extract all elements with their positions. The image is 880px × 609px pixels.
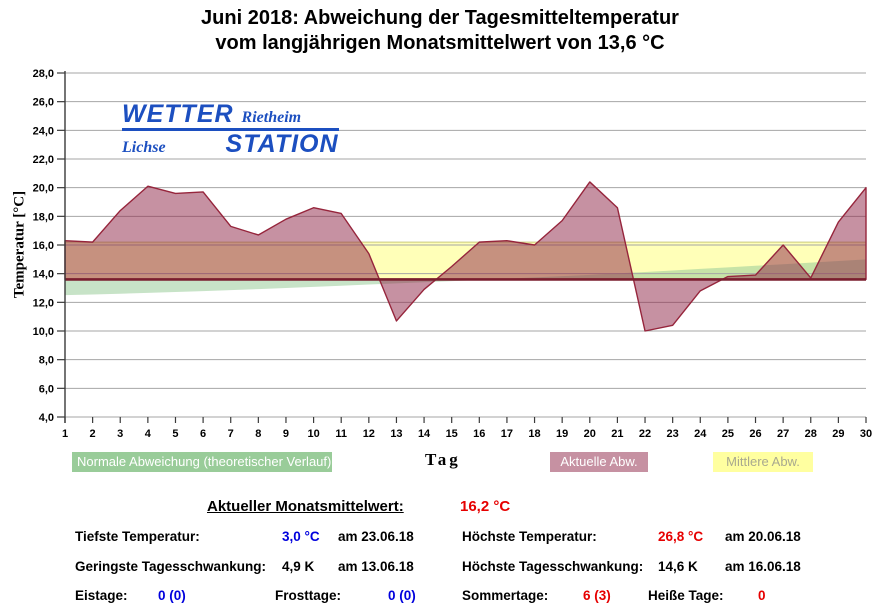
hot-days-value: 0	[758, 588, 766, 603]
smallest-range-date: am 13.06.18	[338, 559, 414, 574]
y-tick-label: 14,0	[33, 269, 54, 281]
actual-deviation-area	[64, 181, 867, 332]
y-axis-title: Temperatur [°C]	[11, 190, 28, 299]
x-tick-label: 29	[832, 428, 844, 440]
x-tick-label: 1	[62, 428, 68, 440]
lowest-temp-date: am 23.06.18	[338, 529, 414, 544]
y-tick-label: 12,0	[33, 297, 54, 309]
x-tick-label: 6	[200, 428, 206, 440]
largest-range-value: 14,6 K	[658, 559, 698, 574]
x-axis-title: Tag	[425, 450, 461, 469]
y-tick-label: 18,0	[33, 211, 54, 223]
x-tick-label: 8	[255, 428, 261, 440]
logo-word-wetter: WETTER	[122, 100, 234, 128]
lowest-temp-value: 3,0 °C	[282, 529, 320, 544]
title-line-2: vom langjährigen Monatsmittelwert von 13…	[215, 32, 665, 54]
x-tick-label: 5	[172, 428, 178, 440]
y-tick-label: 22,0	[33, 154, 54, 166]
x-tick-label: 12	[363, 428, 375, 440]
temperature-deviation-chart: 28,026,024,022,020,018,016,014,012,010,0…	[33, 68, 873, 440]
ice-days-label: Eistage:	[75, 588, 128, 603]
x-tick-label: 26	[749, 428, 761, 440]
x-tick-label: 17	[501, 428, 513, 440]
largest-range-date: am 16.06.18	[725, 559, 801, 574]
frost-days-label: Frosttage:	[275, 588, 342, 603]
summer-days-value: 6 (3)	[583, 588, 611, 603]
x-tick-label: 16	[473, 428, 485, 440]
x-tick-label: 18	[528, 428, 540, 440]
x-tick-label: 30	[860, 428, 872, 440]
logo-row-top: WETTER Rietheim	[122, 102, 339, 131]
x-tick-label: 7	[228, 428, 234, 440]
month-mean-value: 16,2 °C	[460, 498, 511, 515]
highest-temp-date: am 20.06.18	[725, 529, 801, 544]
y-tick-label: 4,0	[39, 412, 54, 424]
station-logo: WETTER Rietheim Lichse STATION	[122, 102, 339, 157]
logo-row-bottom: Lichse STATION	[122, 132, 339, 157]
y-tick-label: 16,0	[33, 240, 54, 252]
hot-days-label: Heiße Tage:	[648, 588, 724, 603]
largest-range-label: Höchste Tagesschwankung:	[462, 559, 644, 574]
legend-chip-normale-abweichung: Normale Abweichung (theoretischer Verlau…	[72, 452, 332, 472]
x-tick-label: 15	[446, 428, 458, 440]
y-tick-label: 20,0	[33, 183, 54, 195]
y-tick-label: 26,0	[33, 97, 54, 109]
ice-days-value: 0 (0)	[158, 588, 186, 603]
x-tick-label: 21	[611, 428, 623, 440]
highest-temp-value: 26,8 °C	[658, 529, 704, 544]
x-tick-label: 9	[283, 428, 289, 440]
x-tick-label: 22	[639, 428, 651, 440]
logo-word-station: STATION	[225, 130, 339, 158]
x-tick-label: 4	[145, 428, 152, 440]
x-tick-label: 28	[805, 428, 817, 440]
y-tick-label: 24,0	[33, 125, 54, 137]
x-tick-label: 2	[90, 428, 96, 440]
x-tick-label: 27	[777, 428, 789, 440]
normal-deviation-area	[65, 259, 866, 296]
logo-word-lichse: Lichse	[122, 139, 166, 156]
x-tick-label: 25	[722, 428, 734, 440]
x-tick-label: 23	[667, 428, 679, 440]
legend-chip-mittlere-abweichung: Mittlere Abw.	[713, 452, 813, 472]
highest-temp-label: Höchste Temperatur:	[462, 529, 597, 544]
x-tick-label: 13	[390, 428, 402, 440]
lowest-temp-label: Tiefste Temperatur:	[75, 529, 200, 544]
x-tick-label: 24	[694, 428, 707, 440]
x-tick-label: 10	[307, 428, 319, 440]
y-tick-label: 6,0	[39, 383, 54, 395]
y-tick-label: 8,0	[39, 355, 54, 367]
x-tick-label: 11	[335, 428, 347, 440]
x-tick-label: 20	[584, 428, 596, 440]
y-tick-label: 10,0	[33, 326, 54, 338]
x-tick-label: 14	[418, 428, 431, 440]
legend-chip-aktuelle-abweichung: Aktuelle Abw.	[550, 452, 648, 472]
logo-word-rietheim: Rietheim	[241, 109, 302, 126]
x-tick-label: 19	[556, 428, 568, 440]
y-tick-label: 28,0	[33, 68, 54, 80]
page-title: Juni 2018: Abweichung der Tagesmitteltem…	[0, 6, 880, 56]
x-tick-label: 3	[117, 428, 123, 440]
frost-days-value: 0 (0)	[388, 588, 416, 603]
summer-days-label: Sommertage:	[462, 588, 549, 603]
smallest-range-value: 4,9 K	[282, 559, 315, 574]
title-line-1: Juni 2018: Abweichung der Tagesmitteltem…	[201, 7, 679, 29]
smallest-range-label: Geringste Tagesschwankung:	[75, 559, 267, 574]
month-mean-label: Aktueller Monatsmittelwert:	[207, 498, 404, 515]
